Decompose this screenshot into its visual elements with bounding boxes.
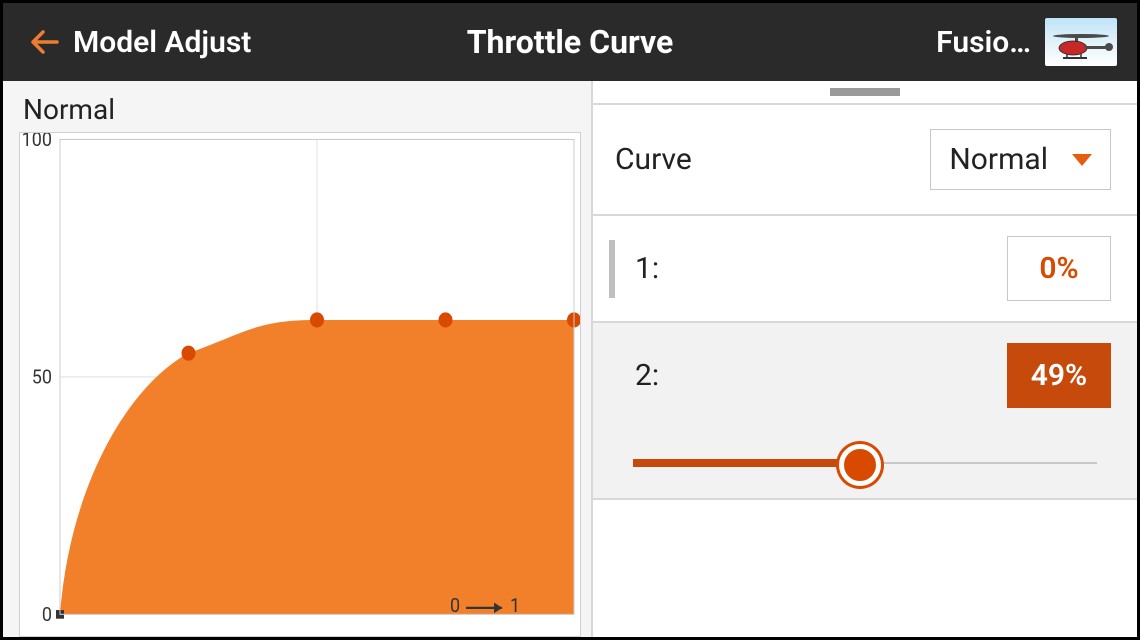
- slider-thumb-icon[interactable]: [839, 444, 881, 486]
- svg-text:50: 50: [32, 366, 52, 389]
- active-marker: [609, 240, 615, 298]
- throttle-curve-chart[interactable]: 05010001: [19, 132, 581, 637]
- chevron-down-icon: [1072, 154, 1092, 166]
- svg-text:0: 0: [42, 603, 52, 626]
- back-label: Model Adjust: [73, 25, 251, 60]
- back-arrow-icon: [31, 28, 59, 56]
- curve-label: Curve: [615, 142, 692, 177]
- point-index-label: 2:: [635, 358, 685, 393]
- model-name[interactable]: Fusio…: [936, 25, 1031, 60]
- curve-point-row[interactable]: 2: 49%: [593, 323, 1137, 428]
- curve-point-row[interactable]: 1: 0%: [593, 216, 1137, 321]
- svg-text:100: 100: [22, 133, 52, 151]
- point-index-label: 1:: [635, 251, 685, 286]
- point-value[interactable]: 0%: [1007, 236, 1111, 301]
- curve-select-row: Curve Normal: [593, 105, 1137, 214]
- point-value[interactable]: 49%: [1007, 343, 1111, 408]
- curve-select-value: Normal: [949, 142, 1048, 177]
- active-marker: [609, 347, 615, 405]
- chart-mode-label: Normal: [19, 93, 581, 130]
- back-button[interactable]: Model Adjust: [31, 25, 251, 60]
- divider: [593, 498, 1137, 500]
- curve-select[interactable]: Normal: [930, 129, 1111, 190]
- drag-handle-icon[interactable]: [593, 81, 1137, 103]
- slider-fill: [633, 459, 860, 467]
- header-bar: Model Adjust Throttle Curve Fusio…: [3, 3, 1137, 81]
- model-thumbnail[interactable]: [1045, 18, 1117, 66]
- settings-panel: Curve Normal 1: 0% 2: 49%: [593, 81, 1137, 637]
- page-title: Throttle Curve: [467, 23, 674, 61]
- chart-panel: Normal 05010001: [3, 81, 593, 637]
- point-slider[interactable]: [593, 428, 1137, 498]
